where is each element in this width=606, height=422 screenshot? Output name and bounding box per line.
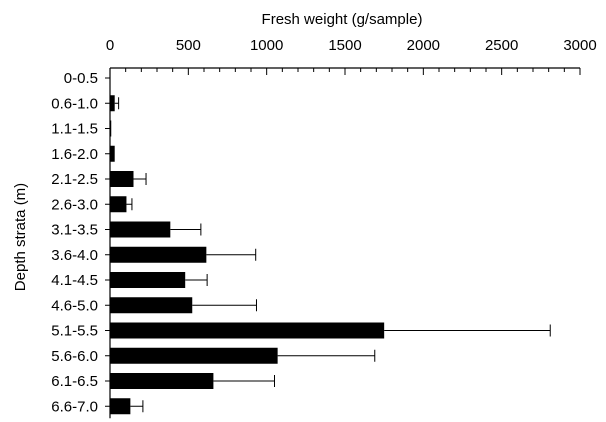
x-tick-label: 1500 (328, 37, 361, 54)
bar (110, 373, 214, 389)
x-tick-label: 1000 (250, 37, 283, 54)
x-tick-labels: 0 500 1000 1500 2000 2500 3000 (106, 37, 597, 54)
y-tick-label: 0-0.5 (64, 70, 98, 87)
x-tick-label: 500 (176, 37, 201, 54)
y-tick-label: 2.6-3.0 (51, 196, 98, 213)
y-tick-label: 3.6-4.0 (51, 247, 98, 264)
bar (110, 272, 186, 288)
y-tick-label: 4.6-5.0 (51, 297, 98, 314)
y-tick-label: 5.1-5.5 (51, 323, 98, 340)
y-tick-label: 2.1-2.5 (51, 171, 98, 188)
y-tick-label: 6.6-7.0 (51, 398, 98, 415)
x-axis-title: Fresh weight (g/sample) (262, 11, 423, 28)
y-tick-label: 5.6-6.0 (51, 348, 98, 365)
bar (110, 398, 131, 415)
axes (105, 67, 581, 419)
bar (110, 347, 278, 364)
bar (110, 95, 115, 112)
bar (110, 221, 171, 238)
y-tick-label: 3.1-3.5 (51, 222, 98, 239)
y-tick-label: 0.6-1.0 (51, 95, 98, 112)
bar (110, 120, 112, 137)
x-tick-label: 2500 (485, 37, 518, 54)
y-tick-label: 1.1-1.5 (51, 121, 98, 138)
y-tick-label: 1.6-2.0 (51, 146, 98, 163)
y-axis-title: Depth strata (m) (12, 183, 29, 291)
bar (110, 322, 385, 339)
y-tick-labels: 0-0.5 0.6-1.0 1.1-1.5 1.6-2.0 2.1-2.5 2.6-3.0… (51, 70, 98, 415)
bar (110, 297, 193, 314)
y-tick-label: 4.1-4.5 (51, 272, 98, 289)
error-bars (114, 97, 551, 413)
bar (110, 145, 115, 162)
bar (110, 171, 134, 187)
x-tick-label: 2000 (407, 37, 440, 54)
x-tick-label: 3000 (563, 37, 596, 54)
y-tick-label: 6.1-6.5 (51, 373, 98, 390)
bar (110, 246, 207, 263)
bar (110, 196, 127, 213)
x-tick-label: 0 (106, 37, 114, 54)
bars (110, 95, 385, 415)
